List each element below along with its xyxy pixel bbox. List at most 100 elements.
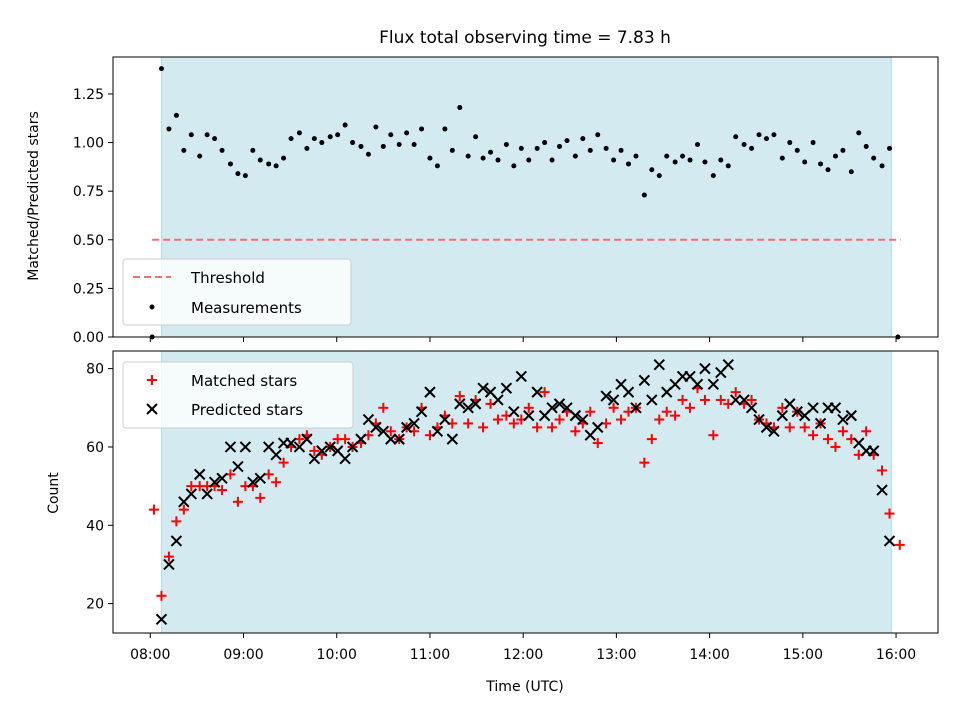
matched-star-marker xyxy=(861,426,872,437)
count-legend: Matched stars Predicted stars xyxy=(122,361,354,429)
time-x-ticks: 08:00 09:00 10:00 11:00 12:00 13:00 14:00 15:00… xyxy=(130,633,916,663)
measurement-point xyxy=(495,157,501,163)
predicted-star-marker xyxy=(454,398,466,410)
measurement-point xyxy=(718,157,724,163)
measurement-point xyxy=(427,155,433,161)
matched-star-marker xyxy=(608,402,619,413)
measurement-point xyxy=(480,155,486,161)
x-tick-label: 14:00 xyxy=(689,647,729,663)
measurement-point xyxy=(235,171,241,177)
x-tick-label: 13:00 xyxy=(596,647,636,663)
matched-star-marker xyxy=(178,504,189,515)
measurement-point xyxy=(319,140,325,146)
predicted-star-marker xyxy=(776,409,789,422)
predicted-star-marker xyxy=(745,402,758,414)
predicted-star-marker xyxy=(254,472,266,484)
predicted-star-marker xyxy=(408,417,420,430)
measurement-point xyxy=(856,130,862,136)
predicted-star-marker xyxy=(653,359,665,371)
measurement-point xyxy=(794,147,800,153)
legend-threshold-label: Threshold xyxy=(190,269,265,287)
measurement-point xyxy=(457,105,463,111)
measurement-point xyxy=(173,112,179,118)
measurement-point xyxy=(335,132,341,138)
predicted-star-marker xyxy=(707,378,720,390)
measurement-point xyxy=(680,153,686,159)
legend-box xyxy=(122,258,352,326)
measurement-point xyxy=(749,145,755,151)
measurement-point xyxy=(649,167,655,173)
count-axes-frame xyxy=(112,350,939,634)
measurement-point xyxy=(580,136,586,142)
measurement-point xyxy=(871,155,877,161)
measurement-point xyxy=(442,126,448,132)
matched-star-marker xyxy=(877,465,888,476)
predicted-star-marker xyxy=(224,441,237,453)
measurement-point xyxy=(488,149,494,155)
matched-star-marker xyxy=(715,394,726,405)
predicted-star-marker xyxy=(170,535,183,547)
matched-star-marker xyxy=(171,516,182,527)
measurement-point xyxy=(549,157,555,163)
matched-star-marker xyxy=(232,496,243,507)
measurement-point xyxy=(664,153,670,159)
measurement-point xyxy=(257,157,263,163)
ratio-legend: Threshold Measurements xyxy=(122,258,352,326)
matched-star-marker xyxy=(532,422,543,433)
predicted-star-marker xyxy=(301,433,313,445)
measurement-point xyxy=(219,147,225,153)
measurement-point xyxy=(595,132,601,138)
y-tick-label: 0.75 xyxy=(73,184,104,200)
measurement-point xyxy=(288,136,294,142)
measurement-point xyxy=(365,151,371,157)
matched-star-marker xyxy=(217,485,228,496)
predicted-star-marker xyxy=(193,468,206,481)
matched-star-marker xyxy=(340,434,351,445)
measurement-point xyxy=(832,153,838,159)
measurement-point xyxy=(281,155,287,161)
measurement-point xyxy=(611,157,617,163)
matched-star-marker xyxy=(799,422,810,433)
predicted-star-marker xyxy=(393,433,405,445)
predicted-star-marker xyxy=(232,460,244,473)
matched-star-marker xyxy=(708,430,719,441)
predicted-star-marker xyxy=(285,437,297,449)
matched-star-marker xyxy=(508,418,519,429)
measurement-point xyxy=(311,136,317,142)
matched-star-marker xyxy=(730,387,741,398)
predicted-star-marker xyxy=(431,425,444,437)
matched-star-marker xyxy=(746,394,757,405)
y-tick-label: 0.50 xyxy=(73,233,104,249)
predicted-star-marker xyxy=(630,402,642,414)
measurement-point xyxy=(526,157,532,163)
matched-star-marker xyxy=(547,422,558,433)
matched-star-marker xyxy=(592,438,603,449)
predicted-star-marker xyxy=(622,386,635,398)
matched-star-marker xyxy=(830,441,841,452)
measurement-point xyxy=(725,163,731,169)
y-tick-label: 0.25 xyxy=(73,281,104,297)
y-tick-label: 20 xyxy=(86,597,104,613)
predicted-star-marker xyxy=(722,359,734,371)
measurement-point xyxy=(518,145,524,151)
matched-star-marker xyxy=(784,422,795,433)
measurement-point xyxy=(771,132,777,138)
predicted-star-marker xyxy=(523,409,535,422)
predicted-star-marker xyxy=(500,382,513,394)
predicted-star-marker xyxy=(508,406,520,418)
measurement-point xyxy=(887,145,893,151)
matched-star-marker xyxy=(894,539,905,550)
predicted-star-marker xyxy=(730,394,742,406)
measurement-point xyxy=(810,140,816,146)
predicted-star-marker xyxy=(316,445,328,457)
measurement-point xyxy=(572,153,578,159)
predicted-star-marker xyxy=(477,382,489,394)
measurement-point xyxy=(404,130,410,136)
count-panel: 20 40 60 80 08:00 09:00 10:00 11:00 12:00 13:00 1… xyxy=(46,350,939,695)
measurement-point xyxy=(763,136,769,142)
predicted-star-marker xyxy=(569,409,582,422)
matched-star-marker xyxy=(661,406,672,417)
measurement-point xyxy=(273,163,279,169)
measurement-point xyxy=(181,147,187,153)
